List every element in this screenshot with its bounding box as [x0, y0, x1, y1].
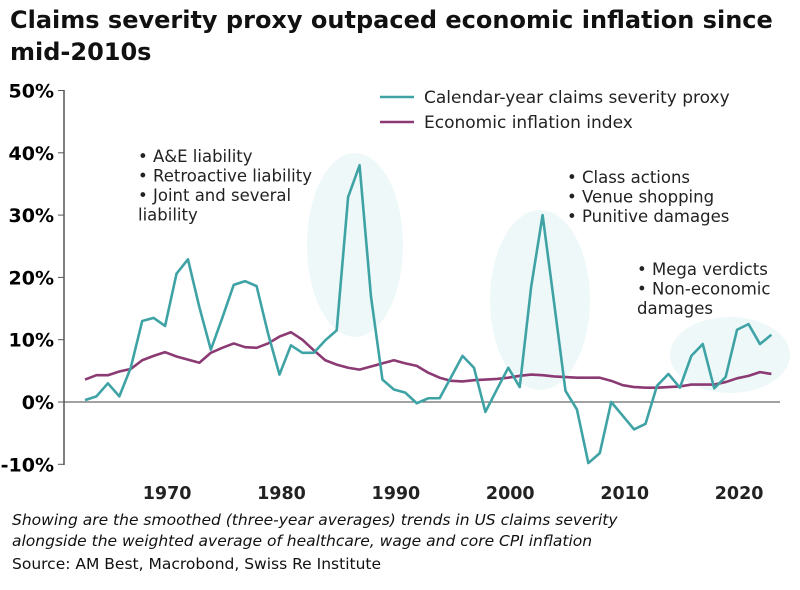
x-tick-label: 1970: [143, 484, 192, 504]
annotation-text: • Class actions: [567, 168, 690, 187]
highlight-ellipse-2: [490, 210, 590, 390]
x-tick-label: 2010: [600, 484, 649, 504]
y-tick-label: 50%: [9, 81, 54, 103]
annotation-text: damages: [637, 299, 713, 318]
y-tick-label: -10%: [1, 454, 54, 476]
x-tick-label: 1990: [372, 484, 421, 504]
x-tick-label: 2000: [486, 484, 535, 504]
series-line-1: [84, 330, 772, 389]
chart-title: Claims severity proxy outpaced economic …: [10, 6, 773, 66]
y-tick-label: 0%: [22, 392, 54, 414]
annotation-text: • Joint and several: [138, 186, 291, 205]
annotation-text: • Retroactive liability: [138, 167, 312, 186]
annotation-text: • Punitive damages: [567, 207, 729, 226]
annotation-text: • Non-economic: [637, 280, 770, 299]
caption-line-2: alongside the weighted average of health…: [12, 532, 593, 550]
annotation-text: • Mega verdicts: [637, 260, 768, 279]
caption-line-1: Showing are the smoothed (three-year ave…: [12, 511, 618, 529]
y-tick-label: 20%: [9, 267, 54, 289]
legend-label: Calendar-year claims severity proxy: [424, 88, 730, 108]
y-tick-label: 40%: [9, 143, 54, 165]
y-tick-label: 10%: [9, 330, 54, 352]
source: Source: AM Best, Macrobond, Swiss Re Ins…: [12, 555, 382, 573]
x-tick-label: 2020: [715, 484, 764, 504]
annotation-text: • Venue shopping: [567, 188, 714, 207]
annotation-text: • A&E liability: [138, 147, 253, 166]
highlight-ellipse-1: [307, 153, 403, 337]
x-tick-label: 1980: [257, 484, 306, 504]
annotation-text: liability: [138, 206, 198, 225]
legend-label: Economic inflation index: [424, 113, 633, 133]
y-tick-label: 30%: [9, 205, 54, 227]
